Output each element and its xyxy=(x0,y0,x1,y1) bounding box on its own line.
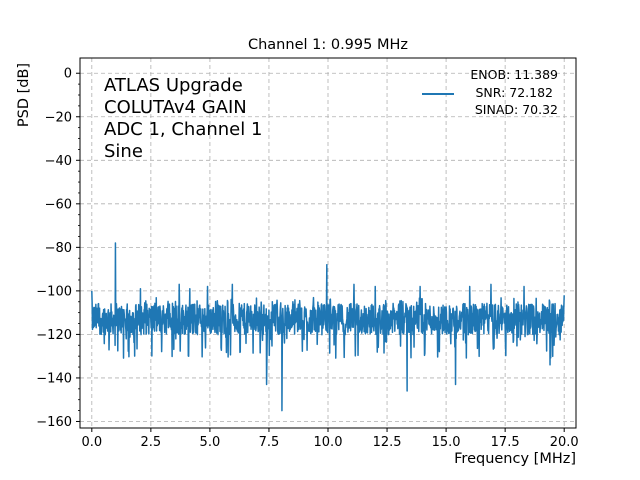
y-axis-label: PSD [dB] xyxy=(16,63,32,127)
x-tick-label: 12.5 xyxy=(373,435,402,450)
y-tick-label: −40 xyxy=(45,154,72,169)
y-axis: 0 −20 −40 −60 −80 −100 −120 −140 −160 xyxy=(36,67,80,430)
x-tick-label: 0.0 xyxy=(81,435,102,450)
plot-area xyxy=(91,242,565,412)
y-tick-label: −60 xyxy=(45,197,72,212)
grid xyxy=(80,58,576,428)
legend-snr: SNR: 72.182 xyxy=(475,85,553,100)
x-axis-label: Frequency [MHz] xyxy=(454,451,576,467)
y-tick-label: −160 xyxy=(36,415,72,430)
x-tick-label: 20.0 xyxy=(550,435,579,450)
x-tick-label: 10.0 xyxy=(314,435,343,450)
legend-enob: ENOB: 11.389 xyxy=(470,67,558,82)
x-tick-label: 15.0 xyxy=(432,435,461,450)
x-tick-label: 7.5 xyxy=(259,435,280,450)
annotation-text: ATLAS Upgrade COLUTAv4 GAIN ADC 1, Chann… xyxy=(104,75,262,162)
chart-title: Channel 1: 0.995 MHz xyxy=(248,37,408,53)
annotation-line-3: ADC 1, Channel 1 xyxy=(104,119,262,140)
legend-sinad: SINAD: 70.32 xyxy=(475,102,558,117)
y-tick-label: −20 xyxy=(45,110,72,125)
y-tick-label: −140 xyxy=(36,371,72,386)
y-tick-label: −80 xyxy=(45,241,72,256)
x-tick-label: 17.5 xyxy=(491,435,520,450)
annotation-line-2: COLUTAv4 GAIN xyxy=(104,97,247,118)
annotation-line-1: ATLAS Upgrade xyxy=(104,75,243,96)
series-line xyxy=(91,242,565,412)
annotation-line-4: Sine xyxy=(104,141,143,162)
x-tick-label: 5.0 xyxy=(200,435,221,450)
legend: ENOB: 11.389 SNR: 72.182 SINAD: 70.32 xyxy=(422,67,558,117)
y-tick-label: −100 xyxy=(36,284,72,299)
x-axis: 0.0 2.5 5.0 7.5 10.0 12.5 15.0 17.5 20.0 xyxy=(81,428,579,450)
x-tick-label: 2.5 xyxy=(141,435,162,450)
y-tick-label: −120 xyxy=(36,328,72,343)
y-tick-label: 0 xyxy=(64,67,72,82)
